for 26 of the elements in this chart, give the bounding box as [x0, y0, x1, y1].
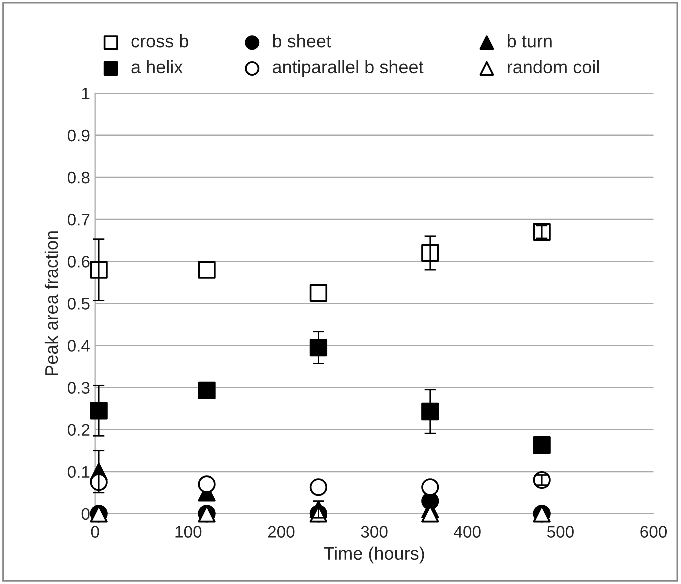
x-tick-label: 300 — [361, 526, 388, 538]
x-axis-title: Time (hours) — [324, 546, 424, 564]
legend-label: b sheet — [273, 34, 332, 48]
y-tick-label: 0.3 — [68, 382, 90, 394]
y-tick-label: 0.5 — [68, 298, 90, 310]
y-tick-label: 0.1 — [68, 466, 90, 478]
legend-label: cross b — [132, 34, 188, 48]
x-tick-label: 500 — [547, 526, 574, 538]
legend-label: antiparallel b sheet — [273, 60, 424, 78]
y-tick-label: 0.2 — [68, 424, 90, 436]
x-tick-label: 0 — [91, 526, 100, 538]
y-tick-label: 0.8 — [68, 172, 90, 184]
x-tick-label: 100 — [176, 526, 202, 538]
y-tick-label: 0.7 — [68, 214, 90, 226]
y-tick-label: 0.9 — [68, 130, 90, 142]
legend-label: b turn — [508, 34, 552, 48]
y-tick-label: 0 — [82, 508, 90, 520]
x-tick-label: 400 — [454, 526, 481, 538]
x-tick-label: 200 — [268, 526, 295, 538]
y-axis-title: Peak area fraction — [44, 232, 58, 376]
x-tick-label: 600 — [640, 526, 668, 538]
y-tick-label: 0.4 — [68, 340, 90, 352]
legend-label: a helix — [132, 60, 183, 74]
y-tick-label: 0.6 — [68, 256, 90, 268]
legend-label: random coil — [508, 60, 599, 74]
y-tick-label: 1 — [82, 88, 90, 100]
